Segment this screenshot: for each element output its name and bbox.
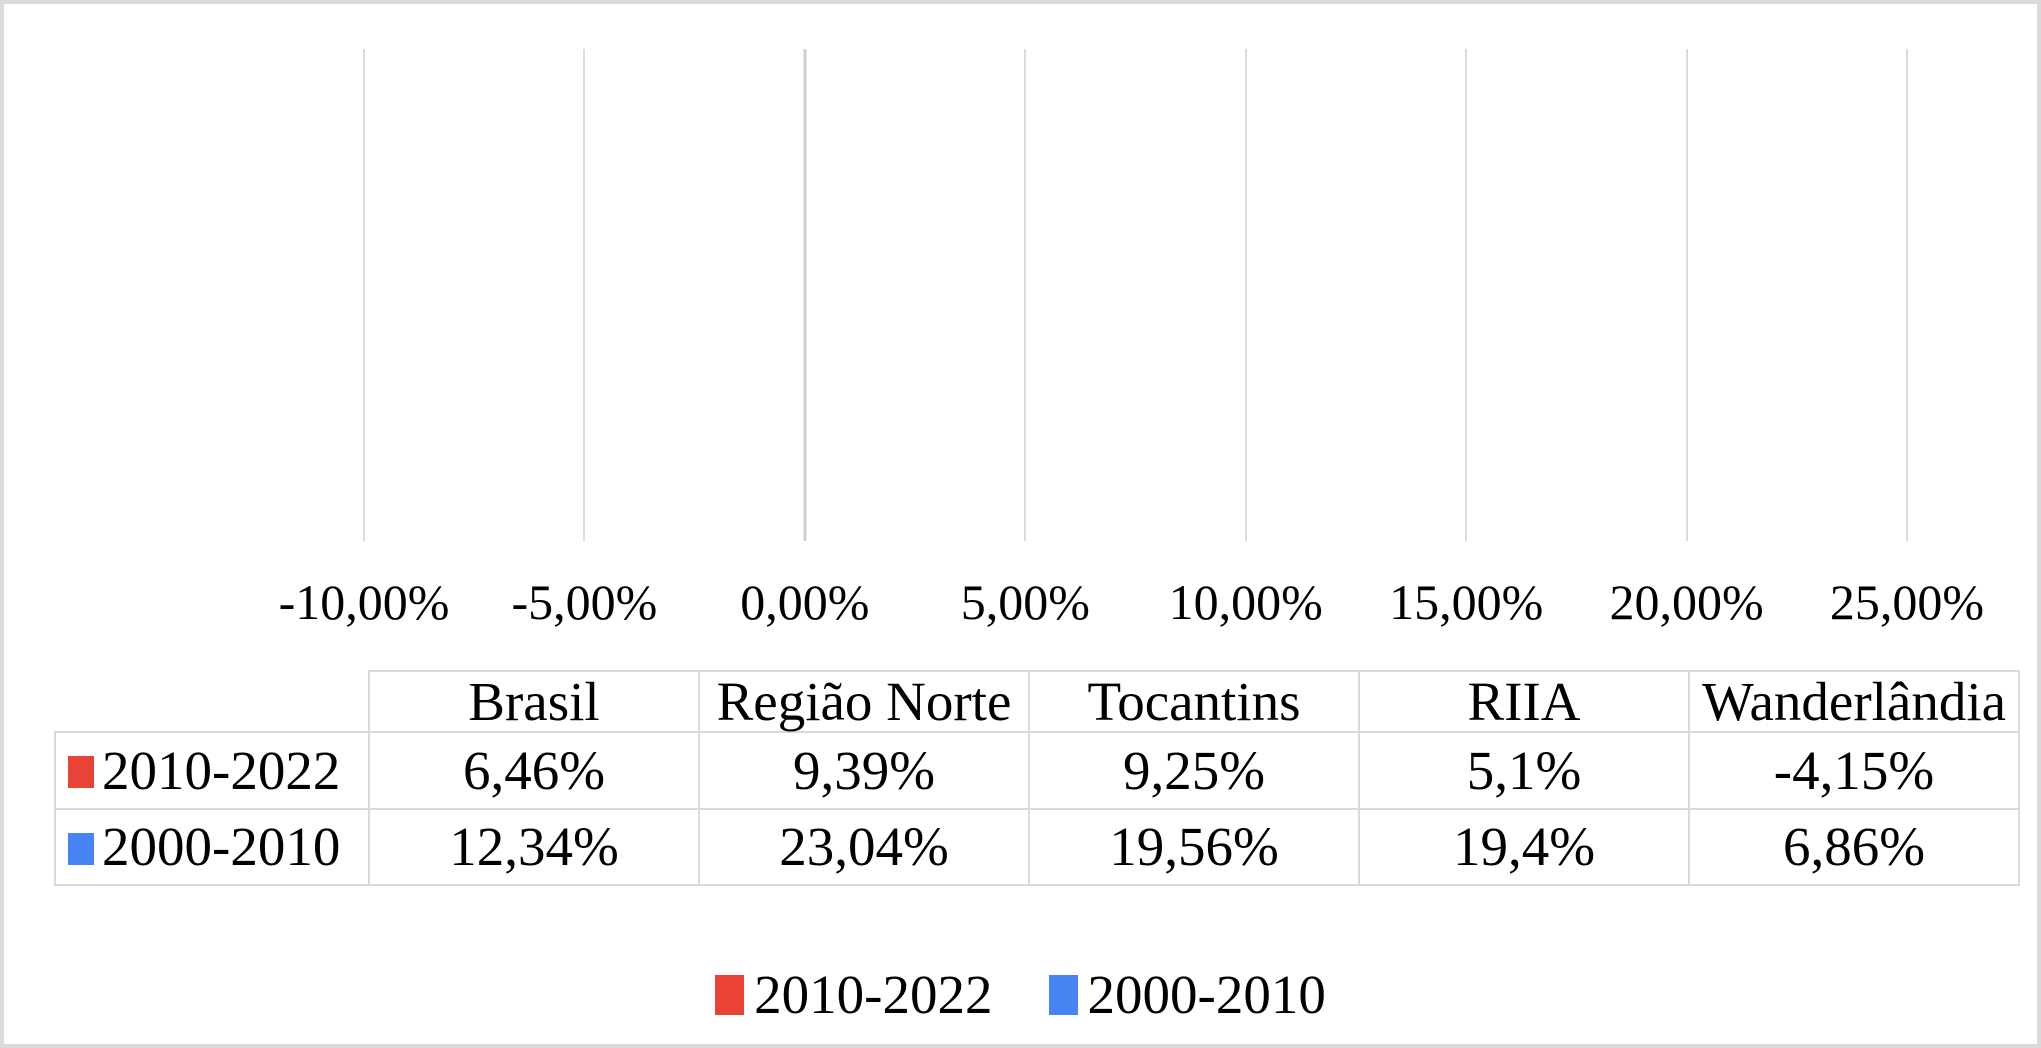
table-header-cell: Wanderlândia — [1688, 670, 2020, 733]
x-tick-label: -5,00% — [511, 574, 658, 630]
table-cell: -4,15% — [1688, 731, 2020, 810]
x-tick-label: 5,00% — [960, 574, 1090, 630]
table-cell: 23,04% — [698, 808, 1030, 886]
table-header-cell: RIIA — [1358, 670, 1690, 733]
series-name: 2000-2010 — [102, 816, 341, 878]
gridline — [1244, 49, 1247, 541]
table-header-cell: Brasil — [368, 670, 700, 733]
legend-item: 2010-2022 — [715, 964, 993, 1025]
x-tick-label: 15,00% — [1389, 574, 1544, 630]
legend-label: 2010-2022 — [754, 964, 993, 1025]
table-cell: 19,4% — [1358, 808, 1690, 886]
gridline — [583, 49, 586, 541]
table-row-label: 2000-2010 — [54, 808, 370, 886]
table-cell: 6,46% — [368, 731, 700, 810]
table-corner-cell — [55, 671, 369, 732]
x-tick-label: 0,00% — [740, 574, 870, 630]
table-cell: 12,34% — [368, 808, 700, 886]
table-header-cell: Tocantins — [1028, 670, 1360, 733]
gridline — [1465, 49, 1468, 541]
table-row: 2000-2010 12,34% 23,04% 19,56% 19,4% 6,8… — [54, 808, 2020, 886]
plot-area — [363, 49, 1908, 541]
x-tick-label: 10,00% — [1168, 574, 1323, 630]
series-key-icon — [68, 756, 94, 788]
series-key-icon — [68, 832, 94, 865]
x-axis: -10,00% -5,00% 0,00% 5,00% 10,00% 15,00% 20,00… — [279, 567, 1984, 637]
gridline — [1024, 49, 1027, 541]
table-cell: 6,86% — [1688, 808, 2020, 886]
gridline — [1685, 49, 1688, 541]
table-cell: 19,56% — [1028, 808, 1360, 886]
gridline — [363, 49, 365, 541]
series-name: 2010-2022 — [102, 739, 341, 801]
table-header-cell: Região Norte — [698, 670, 1030, 733]
gridline — [1906, 49, 1908, 541]
x-tick-label: 20,00% — [1609, 574, 1764, 630]
table-row: 2010-2022 6,46% 9,39% 9,25% 5,1% -4,15% — [54, 731, 2020, 810]
table-cell: 9,25% — [1028, 731, 1360, 810]
chart-legend: 2010-2022 2000-2010 — [4, 952, 2037, 1037]
legend-key-icon — [1048, 974, 1078, 1015]
zero-axis-line — [803, 49, 807, 541]
x-tick-label: -10,00% — [278, 574, 450, 630]
table-row-label: 2010-2022 — [54, 731, 370, 810]
legend-key-icon — [715, 974, 745, 1015]
x-tick-label: 25,00% — [1829, 574, 1985, 630]
legend-label: 2000-2010 — [1087, 964, 1326, 1025]
data-table: Brasil Região Norte Tocantins RIIA Wande… — [54, 670, 2020, 886]
table-header-row: Brasil Região Norte Tocantins RIIA Wande… — [55, 670, 2020, 733]
table-cell: 9,39% — [698, 731, 1030, 810]
legend-item: 2000-2010 — [1048, 964, 1326, 1025]
table-cell: 5,1% — [1358, 731, 1690, 810]
